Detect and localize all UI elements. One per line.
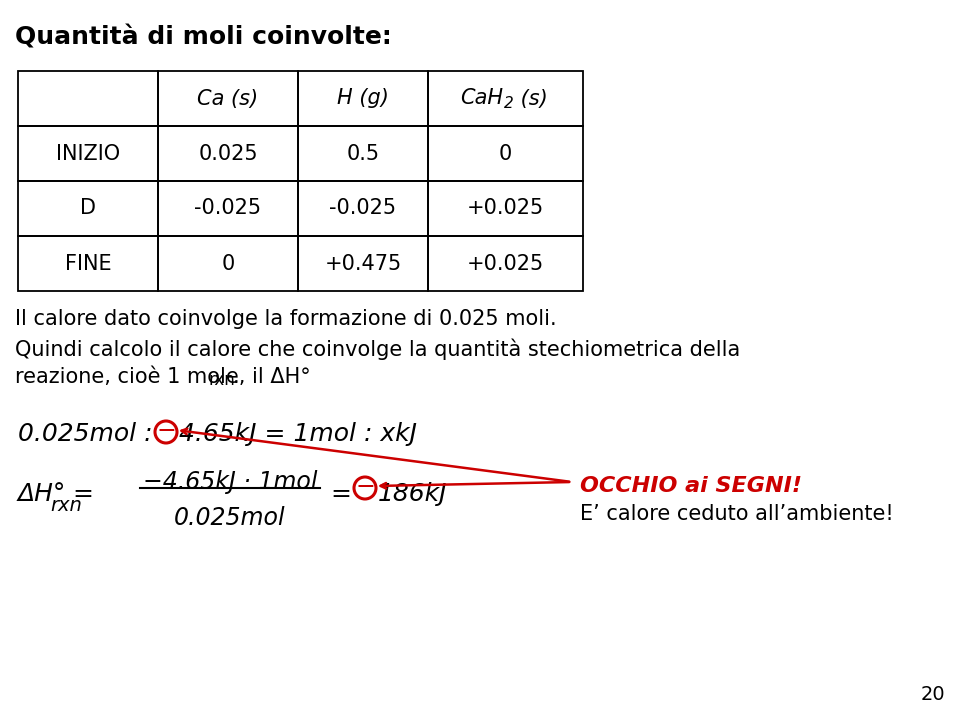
- Text: Quantità di moli coinvolte:: Quantità di moli coinvolte:: [15, 26, 391, 50]
- Bar: [428, 236, 583, 291]
- Text: -0.025: -0.025: [195, 198, 262, 218]
- Bar: [158, 236, 298, 291]
- Text: INIZIO: INIZIO: [56, 143, 120, 163]
- Text: rxn: rxn: [209, 371, 236, 389]
- Text: .: .: [233, 367, 240, 387]
- Text: 0: 0: [222, 253, 235, 274]
- Text: Il calore dato coinvolge la formazione di 0.025 moli.: Il calore dato coinvolge la formazione d…: [15, 309, 556, 329]
- Text: 4.65kJ = 1mol : xkJ: 4.65kJ = 1mol : xkJ: [179, 422, 417, 446]
- Bar: [428, 71, 583, 126]
- Bar: [428, 126, 583, 181]
- Text: 0.025mol :: 0.025mol :: [18, 422, 160, 446]
- Text: CaH: CaH: [460, 89, 503, 109]
- Text: ΔH°: ΔH°: [18, 482, 66, 506]
- Text: 186kJ: 186kJ: [378, 482, 448, 506]
- Text: H (g): H (g): [337, 89, 389, 109]
- Text: -0.025: -0.025: [330, 198, 397, 218]
- Text: +0.475: +0.475: [324, 253, 402, 274]
- Bar: [158, 71, 298, 126]
- Bar: [158, 126, 298, 181]
- Text: −: −: [355, 475, 375, 499]
- Text: reazione, cioè 1 mole, il ΔH°: reazione, cioè 1 mole, il ΔH°: [15, 367, 311, 387]
- Text: 0.025: 0.025: [199, 143, 258, 163]
- Bar: [298, 236, 428, 291]
- Bar: [298, 71, 428, 126]
- Text: FINE: FINE: [64, 253, 111, 274]
- Text: OCCHIO ai SEGNI!: OCCHIO ai SEGNI!: [580, 476, 802, 496]
- Bar: [298, 181, 428, 236]
- Text: =: =: [330, 482, 351, 506]
- Text: 2: 2: [503, 96, 513, 111]
- Text: Ca (s): Ca (s): [198, 89, 259, 109]
- Bar: [428, 181, 583, 236]
- Text: =: =: [72, 482, 93, 506]
- Bar: [18, 181, 158, 236]
- Text: −4.65kJ · 1mol: −4.65kJ · 1mol: [143, 470, 317, 494]
- Text: (s): (s): [513, 89, 548, 109]
- Text: 0.5: 0.5: [346, 143, 380, 163]
- Text: E’ calore ceduto all’ambiente!: E’ calore ceduto all’ambiente!: [580, 504, 894, 524]
- Bar: [18, 236, 158, 291]
- Text: D: D: [80, 198, 96, 218]
- Text: +0.025: +0.025: [467, 253, 544, 274]
- Text: −: −: [156, 419, 175, 443]
- Text: Quindi calcolo il calore che coinvolge la quantità stechiometrica della: Quindi calcolo il calore che coinvolge l…: [15, 339, 740, 360]
- Bar: [18, 126, 158, 181]
- Bar: [158, 181, 298, 236]
- Text: rxn: rxn: [50, 496, 82, 515]
- Bar: [18, 71, 158, 126]
- Text: 0.025mol: 0.025mol: [175, 506, 286, 530]
- Text: 20: 20: [921, 685, 945, 704]
- Text: +0.025: +0.025: [467, 198, 544, 218]
- Text: 0: 0: [499, 143, 512, 163]
- Bar: [298, 126, 428, 181]
